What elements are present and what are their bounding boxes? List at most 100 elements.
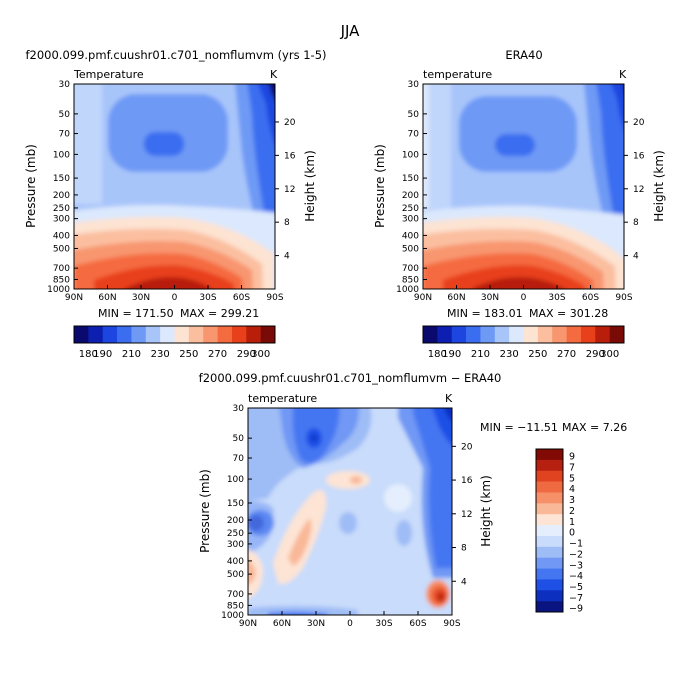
colorbar-swatch xyxy=(536,557,563,569)
colorbar-label: 190 xyxy=(93,349,112,360)
y-tick-label: 250 xyxy=(227,529,244,539)
colorbar-swatch xyxy=(466,326,481,343)
height-tick-label: 16 xyxy=(284,151,296,161)
colorbar-label: 180 xyxy=(428,349,447,360)
colorbar-label: 300 xyxy=(600,349,619,360)
y-tick-label: 850 xyxy=(227,601,244,611)
colorbar-swatch xyxy=(536,535,563,548)
height-tick-label: 12 xyxy=(633,185,644,195)
panel-era40-y2label: Height (km) xyxy=(652,150,666,221)
colorbar-label: 190 xyxy=(442,349,461,360)
panel-difference-height-axis: 4 8 12 16 20 xyxy=(452,442,473,587)
panel-difference-ylabel: Pressure (mb) xyxy=(198,469,212,553)
height-tick-label: 8 xyxy=(284,218,290,228)
panel-difference-field-label: temperature xyxy=(248,392,317,405)
colorbar-swatch xyxy=(536,492,563,504)
colorbar-swatch xyxy=(423,326,438,343)
panel-difference-title: f2000.099.pmf.cuushr01.c701_nomflumvm − … xyxy=(199,371,502,385)
contour-band xyxy=(248,501,274,553)
colorbar-swatch xyxy=(217,326,233,343)
y-tick-label: 200 xyxy=(402,191,419,201)
colorbar-label: 270 xyxy=(208,349,227,360)
y-tick-label: 70 xyxy=(233,454,245,464)
colorbar-swatch xyxy=(536,568,563,580)
x-tick-label: 0 xyxy=(521,293,527,303)
colorbar-swatch xyxy=(537,326,553,343)
x-tick-label: 90S xyxy=(443,619,460,629)
contour-band xyxy=(339,512,357,534)
y-tick-label: 50 xyxy=(59,110,71,120)
x-tick-label: 60S xyxy=(233,293,250,303)
y-tick-label: 700 xyxy=(53,264,70,274)
x-tick-label: 30S xyxy=(199,293,216,303)
x-tick-label: 60S xyxy=(409,619,426,629)
panel-era40-field xyxy=(423,84,624,289)
colorbar-swatch xyxy=(509,326,524,343)
colorbar-label: 300 xyxy=(251,349,270,360)
contour-band xyxy=(473,277,565,289)
y-tick-label: 300 xyxy=(402,215,419,225)
panel-model-title: f2000.099.pmf.cuushr01.c701_nomflumvm (y… xyxy=(25,48,326,62)
y-tick-label: 200 xyxy=(227,516,244,526)
colorbar-frame xyxy=(535,448,564,613)
colorbar-label: 4 xyxy=(569,484,575,495)
y-tick-label: 250 xyxy=(402,204,419,214)
colorbar-label: 0 xyxy=(569,528,575,539)
y-tick-label: 300 xyxy=(227,540,244,550)
x-tick-label: 30N xyxy=(307,619,325,629)
colorbar-label: 230 xyxy=(151,349,170,360)
panel-difference-x-axis: 90N 60N 30N 0 30S 60S 90S xyxy=(239,611,461,629)
y-tick-label: 1000 xyxy=(221,611,244,621)
colorbar-swatch xyxy=(88,326,104,343)
colorbar-label: 7 xyxy=(569,462,575,473)
colorbar-label: −3 xyxy=(569,560,583,571)
y-tick-label: 400 xyxy=(402,231,419,241)
x-tick-label: 60N xyxy=(98,293,116,303)
colorbar-swatch xyxy=(536,525,563,537)
panel-difference-max: MAX = 7.26 xyxy=(562,421,627,434)
contour-band xyxy=(611,84,624,130)
height-tick-label: 20 xyxy=(284,118,296,128)
y-tick-label: 200 xyxy=(53,191,70,201)
height-tick-label: 4 xyxy=(284,252,290,262)
colorbar-frame xyxy=(73,325,276,344)
colorbar-swatch xyxy=(566,326,582,343)
height-tick-label: 20 xyxy=(461,442,473,452)
contour-band xyxy=(248,605,358,615)
y-tick-label: 850 xyxy=(402,275,419,285)
colorbar-label: −4 xyxy=(569,571,583,582)
contour-band xyxy=(247,84,275,244)
colorbar-swatch xyxy=(609,326,625,343)
colorbar-label: −1 xyxy=(569,539,583,550)
colorbar-swatch xyxy=(260,326,276,343)
colorbar-swatch xyxy=(451,326,467,343)
colorbar-swatch xyxy=(131,326,147,343)
colorbar-swatch xyxy=(536,546,563,558)
y-tick-label: 500 xyxy=(53,244,70,254)
colorbar-label: 5 xyxy=(569,473,575,484)
panel-difference: f2000.099.pmf.cuushr01.c701_nomflumvm − … xyxy=(198,371,627,629)
x-tick-label: 30N xyxy=(481,293,499,303)
y-tick-label: 50 xyxy=(233,434,245,444)
x-tick-label: 30S xyxy=(548,293,565,303)
height-tick-label: 8 xyxy=(633,218,639,228)
y-tick-label: 100 xyxy=(402,150,419,160)
y-tick-label: 100 xyxy=(227,475,244,485)
colorbar-label: 210 xyxy=(122,349,141,360)
colorbar-label: −9 xyxy=(569,604,583,615)
x-tick-label: 30S xyxy=(375,619,392,629)
colorbar-swatch xyxy=(523,326,539,343)
panel-difference-min: MIN = −11.51 xyxy=(480,421,558,434)
y-tick-label: 700 xyxy=(227,590,244,600)
colorbar-swatch xyxy=(552,326,567,343)
colorbar-swatch xyxy=(102,326,118,343)
y-tick-label: 70 xyxy=(408,130,420,140)
contour-band xyxy=(350,476,362,484)
colorbar-swatch xyxy=(536,470,563,482)
colorbar-swatch xyxy=(160,326,175,343)
